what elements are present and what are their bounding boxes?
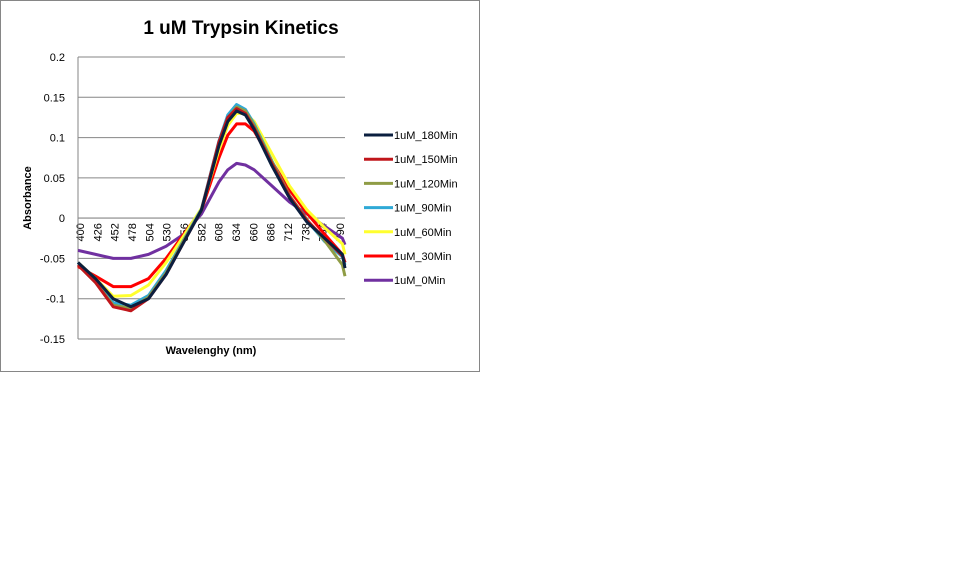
- y-tick-label: 0.2: [50, 52, 65, 64]
- legend-label: 1uM_150Min: [394, 154, 458, 166]
- series-lines: [76, 103, 347, 313]
- x-tick-label: 530: [162, 223, 174, 241]
- y-tick-label: 0.05: [44, 173, 65, 185]
- x-tick-label: 400: [75, 223, 87, 241]
- x-tick-label: 738: [300, 223, 312, 241]
- y-tick-label: -0.15: [40, 334, 65, 346]
- chart-title: 1 uM Trypsin Kinetics: [143, 18, 338, 39]
- x-axis-label: Wavelenghy (nm): [166, 345, 257, 357]
- y-tick-label: -0.1: [46, 294, 65, 306]
- x-tick-label: 504: [144, 223, 156, 241]
- x-axis-ticks: 400 426 452 478 504 530 556 582 608 634 660 686 712 7…: [75, 223, 347, 241]
- legend-label: 1uM_90Min: [394, 203, 451, 215]
- y-axis-label: Absorbance: [22, 166, 34, 230]
- y-axis-ticks: -0.15 -0.1 -0.05 0 0.05 0.1 0.15 0.2: [40, 52, 65, 346]
- legend-label: 1uM_30Min: [394, 251, 451, 263]
- legend: 1uM_180Min 1uM_150Min 1uM_120Min 1uM_90Min 1…: [364, 130, 458, 287]
- chart-area: 1 uM Trypsin Kinetics -0.15 -0.1 -0.05 0 0.0…: [0, 0, 480, 372]
- series-line-1uM_180Min: [76, 109, 347, 309]
- x-tick-label: 582: [196, 223, 208, 241]
- x-tick-label: 634: [231, 223, 243, 241]
- series-line-1uM_30Min: [77, 122, 347, 289]
- x-tick-label: 712: [283, 223, 295, 241]
- y-tick-label: 0: [59, 213, 65, 225]
- legend-label: 1uM_120Min: [394, 178, 458, 190]
- x-tick-label: 452: [110, 223, 122, 241]
- series-line-1uM_60Min: [76, 111, 347, 298]
- y-tick-label: 0.15: [44, 92, 65, 104]
- x-tick-label: 660: [248, 223, 260, 241]
- legend-label: 1uM_180Min: [394, 130, 458, 142]
- legend-label: 1uM_0Min: [394, 275, 445, 287]
- x-tick-label: 478: [127, 223, 139, 241]
- y-tick-label: -0.05: [40, 253, 65, 265]
- x-tick-label: 426: [92, 223, 104, 241]
- chart-svg: 1 uM Trypsin Kinetics -0.15 -0.1 -0.05 0 0.0…: [22, 18, 458, 357]
- x-tick-label: 608: [214, 223, 226, 241]
- y-tick-label: 0.1: [50, 133, 65, 145]
- x-tick-label: 686: [266, 223, 278, 241]
- legend-label: 1uM_60Min: [394, 227, 451, 239]
